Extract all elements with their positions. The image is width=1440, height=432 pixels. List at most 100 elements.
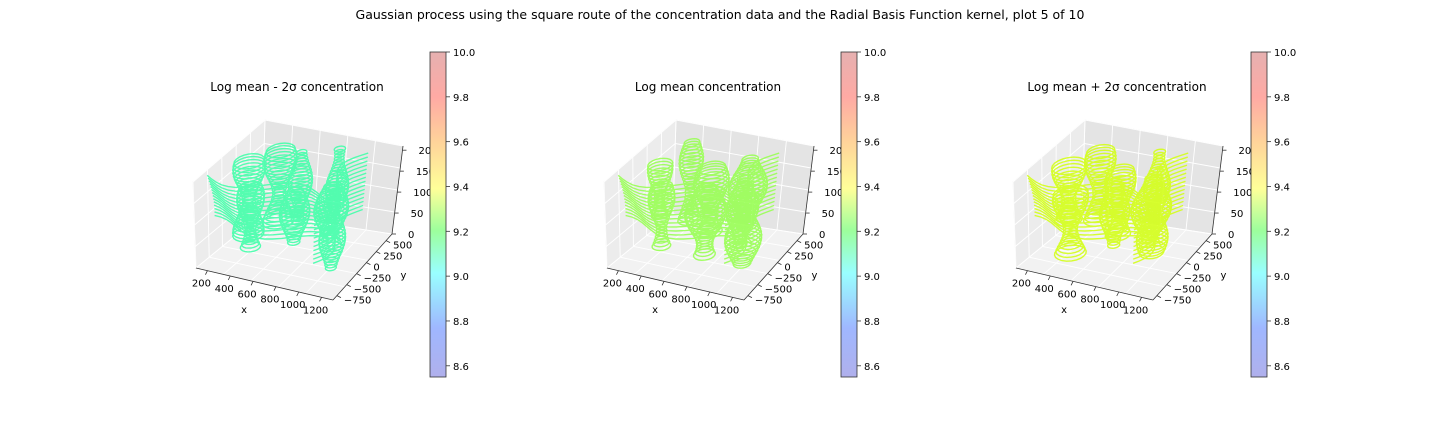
y-tick-label: 250 bbox=[794, 252, 813, 263]
x-axis-line bbox=[606, 267, 745, 301]
x-tick-label: 800 bbox=[1080, 295, 1099, 306]
contour-line bbox=[209, 183, 337, 215]
contour-ring bbox=[1051, 187, 1090, 207]
contour-ring bbox=[646, 160, 674, 175]
colorbar-tick-label: 9.8 bbox=[453, 93, 469, 104]
y-tick bbox=[385, 240, 391, 243]
x-tick-label: 1000 bbox=[691, 300, 716, 311]
contour-line bbox=[1029, 183, 1157, 215]
contour-ring bbox=[683, 137, 701, 148]
x-tick-label: 1000 bbox=[1100, 300, 1125, 311]
x-tick bbox=[319, 297, 322, 302]
grid-line bbox=[1012, 119, 1224, 183]
colorbar-tick-label: 10.0 bbox=[1274, 48, 1296, 59]
contour-line bbox=[313, 180, 366, 235]
y-tick bbox=[336, 295, 342, 298]
contour-line bbox=[314, 160, 368, 214]
colorbar-tick-label: 9.2 bbox=[453, 227, 469, 238]
contour-line bbox=[313, 200, 364, 256]
colorbar-tick-label: 8.6 bbox=[1274, 362, 1290, 373]
y-axis-line bbox=[332, 233, 393, 301]
x-tick-label: 600 bbox=[1058, 289, 1077, 300]
z-tick-label: 100 bbox=[824, 188, 843, 199]
y-tick-label: −750 bbox=[344, 296, 371, 307]
x-tick-label: 400 bbox=[626, 284, 645, 295]
x-tick-label: 400 bbox=[1035, 284, 1054, 295]
x-tick-label: 600 bbox=[649, 289, 668, 300]
x-tick bbox=[1139, 297, 1142, 302]
contour-line bbox=[625, 211, 753, 243]
subplot-title: Log mean - 2σ concentration bbox=[210, 80, 383, 94]
x-tick-label: 200 bbox=[1012, 279, 1031, 290]
z-tick-label: 150 bbox=[1236, 167, 1255, 178]
x-axis-line bbox=[1015, 267, 1154, 301]
x-tick bbox=[1047, 275, 1051, 281]
surface-contours bbox=[617, 137, 780, 269]
contour-line bbox=[724, 164, 779, 218]
contour-ring bbox=[697, 160, 727, 176]
contour-ring bbox=[1084, 146, 1117, 164]
x-tick bbox=[227, 275, 231, 281]
y-tick bbox=[796, 240, 802, 243]
colorbar-tick-label: 9.4 bbox=[864, 182, 880, 193]
y-tick bbox=[376, 251, 381, 254]
contour-ring bbox=[1153, 148, 1167, 156]
colorbar-tick-label: 10.0 bbox=[864, 48, 886, 59]
contour-ring bbox=[685, 208, 726, 231]
z-tick-label: 100 bbox=[413, 188, 432, 199]
z-tick-label: 200 bbox=[829, 146, 848, 157]
y-tick-label: −250 bbox=[364, 274, 391, 285]
y-tick bbox=[777, 262, 782, 265]
contour-line bbox=[725, 152, 780, 206]
contour-ring bbox=[728, 245, 757, 262]
y-tick-label: 500 bbox=[804, 241, 823, 252]
contour-line bbox=[1034, 214, 1162, 246]
contour-line bbox=[1133, 180, 1186, 235]
contour-ring bbox=[296, 148, 308, 156]
colorbar-tick-label: 9.2 bbox=[1274, 227, 1290, 238]
z-tick-label: 200 bbox=[418, 146, 437, 157]
x-tick-label: 800 bbox=[671, 295, 690, 306]
z-tick-label: 100 bbox=[1233, 188, 1252, 199]
contour-ring bbox=[1086, 167, 1113, 182]
contour-line bbox=[1027, 177, 1156, 209]
subplot-3: 200 400 600 800 10001200x−750−500−2500250500… bbox=[1012, 48, 1296, 378]
z-axis-line bbox=[802, 145, 815, 235]
contour-ring bbox=[322, 180, 343, 192]
contour-line bbox=[724, 192, 776, 248]
y-tick bbox=[757, 284, 762, 287]
colorbar-tick-label: 10.0 bbox=[453, 48, 475, 59]
contour-line bbox=[212, 194, 339, 228]
contour-line bbox=[1028, 180, 1157, 212]
contour-line bbox=[207, 177, 336, 209]
contour-ring bbox=[318, 227, 347, 244]
contour-line bbox=[1032, 198, 1160, 231]
contour-ring bbox=[686, 212, 725, 233]
x-tick-label: 800 bbox=[260, 295, 279, 306]
z-tick-label: 0 bbox=[819, 230, 825, 241]
contour-line bbox=[313, 196, 365, 252]
z-axis-line bbox=[1211, 145, 1224, 235]
contour-ring bbox=[238, 180, 264, 194]
contour-line bbox=[214, 214, 342, 246]
y-tick-label: 500 bbox=[393, 241, 412, 252]
y-tick-label: −250 bbox=[1184, 274, 1211, 285]
y-tick-label: −250 bbox=[775, 274, 802, 285]
y-tick bbox=[1166, 284, 1171, 287]
colorbar-tick-label: 9.4 bbox=[1274, 182, 1290, 193]
y-tick bbox=[1186, 262, 1191, 265]
contour-line bbox=[620, 183, 748, 215]
contour-line bbox=[725, 156, 780, 210]
colorbar-tick-label: 8.8 bbox=[864, 317, 880, 328]
contour-ring bbox=[1084, 159, 1116, 176]
y-axis-line bbox=[1152, 233, 1213, 301]
contour-ring bbox=[262, 209, 295, 227]
contour-line bbox=[1134, 156, 1189, 210]
contour-line bbox=[1034, 211, 1162, 243]
x-axis-label: x bbox=[241, 305, 247, 316]
grid-line bbox=[209, 256, 345, 288]
y-tick bbox=[356, 273, 361, 276]
z-tick-label: 200 bbox=[1238, 146, 1257, 157]
x-tick bbox=[661, 281, 665, 286]
